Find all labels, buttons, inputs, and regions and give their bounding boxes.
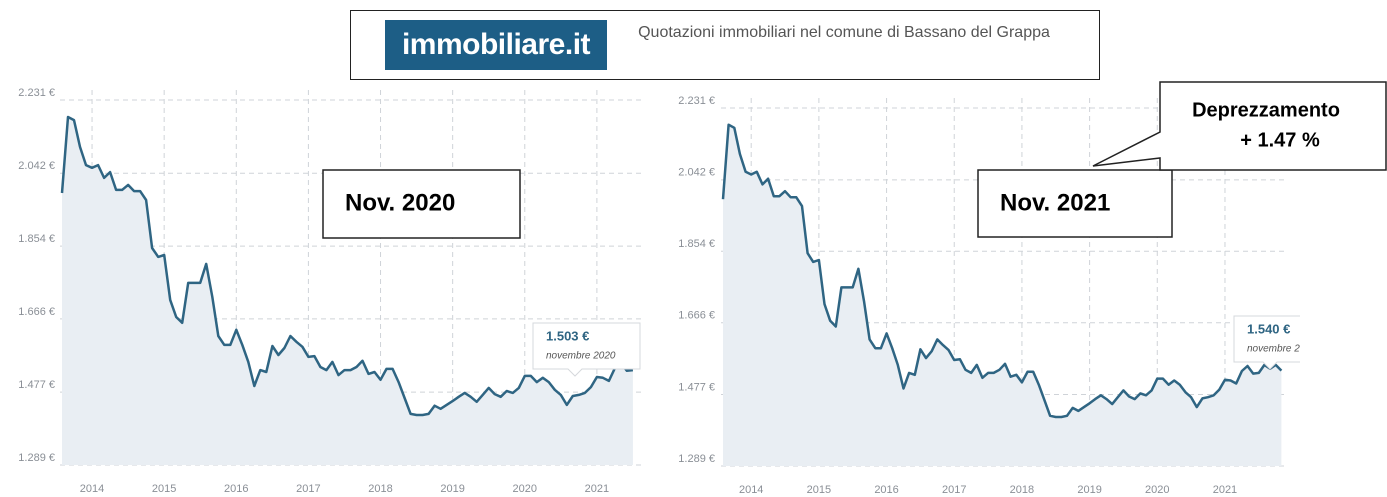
line	[60, 115, 634, 417]
x-tick-label: 2016	[224, 483, 248, 495]
x-tick-label: 2018	[1010, 484, 1034, 496]
y-tick-label: 1.854 €	[678, 238, 715, 250]
x-tick-label: 2021	[1213, 484, 1237, 496]
y-tick-label: 1.666 €	[678, 310, 715, 322]
chart-label: Nov. 2020	[345, 189, 455, 216]
line-chart: 1.289 € 1.477 € 1.666 € 1.854 € 2.042 € 2.231…	[678, 95, 1317, 496]
x-tick-label: 2021	[585, 483, 609, 495]
x-tick-label: 2019	[1077, 484, 1101, 496]
tooltip-date: novembre 2021	[1247, 344, 1317, 355]
x-tick-label: 2015	[152, 483, 176, 495]
y-tick-label: 1.477 €	[678, 381, 715, 393]
y-tick-label: 2.042 €	[678, 167, 715, 179]
header-title: Quotazioni immobiliari nel comune di Bas…	[638, 24, 1050, 41]
y-tick-label: 2.042 €	[18, 160, 55, 172]
x-tick-label: 2016	[874, 484, 898, 496]
y-tick-label: 1.666 €	[18, 306, 55, 318]
x-tick-label: 2019	[440, 483, 464, 495]
x-tick-label: 2017	[296, 483, 320, 495]
y-tick-label: 1.289 €	[678, 453, 715, 465]
tooltip-box	[532, 322, 641, 377]
x-tick-label: 2017	[942, 484, 966, 496]
area	[723, 124, 1282, 466]
x-tick-label: 2020	[1145, 484, 1169, 496]
label-box	[977, 169, 1173, 238]
line	[721, 123, 1283, 419]
x-tick-label: 2014	[80, 483, 104, 495]
x-tick-label: 2015	[807, 484, 831, 496]
charts: 1.289 € 1.477 € 1.666 € 1.854 € 2.042 € 2.231…	[18, 87, 1317, 496]
callout-title: Deprezzamento	[1192, 99, 1340, 121]
logo: immobiliare.it	[385, 20, 607, 70]
tooltip-box	[1233, 315, 1300, 370]
y-tick-label: 1.854 €	[18, 233, 55, 245]
chart-label: Nov. 2021	[1000, 189, 1110, 216]
tooltip-date: novembre 2020	[546, 351, 616, 362]
y-tick-label: 2.231 €	[18, 87, 55, 99]
area	[62, 117, 633, 465]
label-box	[322, 169, 521, 239]
x-tick-label: 2018	[368, 483, 392, 495]
x-tick-label: 2014	[739, 484, 763, 496]
header: immobiliare.it Quotazioni immobiliari ne…	[350, 10, 1100, 80]
tooltip-value: 1.540 €	[1247, 321, 1290, 336]
y-tick-label: 1.289 €	[18, 452, 55, 464]
y-tick-label: 2.231 €	[678, 95, 715, 107]
callout-value: + 1.47 %	[1240, 129, 1320, 151]
x-tick-label: 2020	[513, 483, 537, 495]
callout-box	[1092, 81, 1387, 171]
line-chart: 1.289 € 1.477 € 1.666 € 1.854 € 2.042 € 2.231…	[18, 87, 645, 495]
y-tick-label: 1.477 €	[18, 379, 55, 391]
tooltip-value: 1.503 €	[546, 328, 589, 343]
